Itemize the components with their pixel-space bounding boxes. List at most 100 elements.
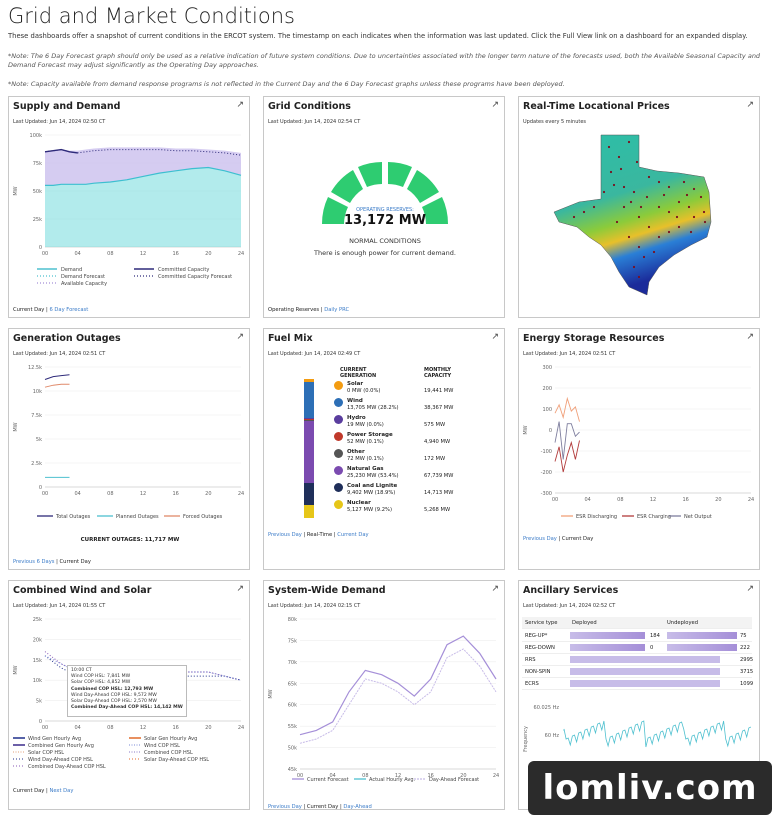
legend-planned-outages: Planned Outages bbox=[116, 514, 159, 520]
price-node-dot bbox=[667, 185, 671, 189]
current-day-label: Current Day bbox=[561, 536, 594, 542]
supply-footer: Current Day | 6 Day Forecast bbox=[13, 307, 89, 313]
outage-series-line bbox=[44, 383, 70, 388]
storage-series-line bbox=[554, 396, 580, 422]
legend-combined-cop: Combined COP HSL bbox=[144, 750, 193, 756]
y-tick-label: 100 bbox=[542, 407, 552, 413]
y-axis-label: MW bbox=[523, 425, 529, 434]
fuel-mix-card: Fuel Mix ↗ Last Updated: Jun 14, 2024 02… bbox=[263, 328, 505, 570]
outages-chart: 12.5k 10k 7.5k 5k 2.5k 000 04 08 12 16 20 24 MW bbox=[13, 365, 244, 497]
external-link-icon[interactable]: ↗ bbox=[236, 100, 244, 110]
page-title: Grid and Market Conditions bbox=[8, 4, 295, 28]
legend-solar-cop: Solar COP HSL bbox=[28, 750, 64, 756]
price-node-dot bbox=[607, 145, 611, 149]
fuel-generation: 0 MW (0.0%) bbox=[347, 388, 381, 394]
previous-day-link[interactable]: Previous Day bbox=[523, 536, 557, 542]
daily-prc-link[interactable]: Daily PRC bbox=[324, 307, 350, 313]
price-node-dot bbox=[632, 265, 636, 269]
card-title: Supply and Demand bbox=[13, 101, 121, 112]
solar-icon bbox=[334, 381, 343, 390]
external-link-icon[interactable]: ↗ bbox=[491, 100, 499, 110]
storage-series-line bbox=[554, 440, 580, 473]
x-tick-label: 04 bbox=[329, 773, 335, 779]
fuel-name: Other bbox=[347, 449, 365, 455]
next-day-link[interactable]: Next Day bbox=[49, 788, 74, 794]
price-node-dot bbox=[627, 235, 631, 239]
y-tick-label: -100 bbox=[541, 449, 552, 455]
legend-available: Available Capacity bbox=[61, 281, 107, 287]
x-tick-label: 12 bbox=[140, 251, 146, 257]
external-link-icon[interactable]: ↗ bbox=[746, 100, 754, 110]
y-tick-label: 0 bbox=[39, 485, 42, 491]
frequency-tick: 60 Hz bbox=[545, 733, 560, 739]
price-node-dot bbox=[619, 167, 623, 171]
card-title: Ancillary Services bbox=[523, 585, 619, 596]
y-axis-label: MW bbox=[268, 689, 274, 698]
y-tick-label: 0 bbox=[39, 245, 42, 251]
current-day-label: Current Day bbox=[13, 307, 45, 313]
external-link-icon[interactable]: ↗ bbox=[746, 584, 754, 594]
external-link-icon[interactable]: ↗ bbox=[491, 332, 499, 342]
y-tick-label: 75k bbox=[33, 161, 42, 167]
fuel-name: Nuclear bbox=[347, 500, 371, 506]
y-tick-label: 5k bbox=[36, 437, 42, 443]
fuel-generation: 72 MW (0.1%) bbox=[347, 456, 384, 462]
fuel-name: Coal and Lignite bbox=[347, 483, 398, 489]
monthly-capacity-header: MONTHLY CAPACITY bbox=[424, 367, 452, 379]
y-tick-label: 7.5k bbox=[31, 413, 42, 419]
ancillary-header: Service type Deployed Undeployed bbox=[522, 617, 752, 629]
undeployed-value: 1099 bbox=[740, 681, 754, 687]
external-link-icon[interactable]: ↗ bbox=[746, 332, 754, 342]
legend-esr-charging: ESR Charging bbox=[637, 514, 671, 520]
texas-price-map[interactable] bbox=[519, 127, 761, 307]
x-tick-label: 00 bbox=[42, 251, 48, 257]
y-tick-label: 100k bbox=[30, 133, 43, 139]
current-day-link[interactable]: Current Day bbox=[337, 532, 369, 538]
x-tick-label: 24 bbox=[238, 251, 244, 257]
y-tick-label: 12.5k bbox=[28, 365, 42, 371]
x-tick-label: 08 bbox=[107, 491, 113, 497]
chart-tooltip: 10:00 CT Wind COP HSL: 7,841 MW Solar CO… bbox=[67, 665, 187, 717]
y-tick-label: 20k bbox=[33, 637, 42, 643]
y-tick-label: 2.5k bbox=[31, 461, 42, 467]
external-link-icon[interactable]: ↗ bbox=[236, 332, 244, 342]
x-tick-label: 20 bbox=[460, 773, 466, 779]
ancillary-row: REG-DOWN 0 222 bbox=[522, 642, 752, 654]
previous-day-link[interactable]: Previous Day bbox=[268, 532, 302, 538]
legend-combined-da: Combined Day-Ahead COP HSL bbox=[28, 764, 106, 770]
x-tick-label: 20 bbox=[205, 491, 211, 497]
price-node-dot bbox=[629, 200, 633, 204]
service-name: RRS bbox=[525, 657, 536, 663]
day-ahead-link[interactable]: Day-Ahead bbox=[343, 804, 372, 810]
frequency-axis-label: Frequency bbox=[523, 726, 529, 752]
storage-footer: Previous Day | Current Day bbox=[523, 536, 594, 542]
x-tick-label: 24 bbox=[748, 497, 754, 503]
current-day-label: Current Day bbox=[13, 788, 45, 794]
legend-wind-cop: Wind COP HSL bbox=[144, 743, 180, 749]
x-tick-label: 08 bbox=[617, 497, 623, 503]
ancillary-row: RRS 2995 bbox=[522, 654, 753, 666]
legend-combined-gen: Combined Gen Hourly Avg bbox=[28, 743, 94, 749]
operating-reserves-label[interactable]: Operating Reserves bbox=[268, 307, 320, 313]
fuel-capacity: 19,441 MW bbox=[424, 388, 454, 394]
y-tick-label: 45k bbox=[288, 767, 297, 773]
price-node-dot bbox=[699, 195, 703, 199]
six-day-forecast-link[interactable]: 6 Day Forecast bbox=[49, 307, 89, 313]
last-updated: Last Updated: Jun 14, 2024 02:50 CT bbox=[13, 119, 106, 125]
price-node-dot bbox=[652, 250, 656, 254]
card-title: Generation Outages bbox=[13, 333, 121, 344]
fuel-name: Wind bbox=[347, 398, 363, 404]
fuel-generation: 9,402 MW (18.9%) bbox=[347, 490, 396, 496]
external-link-icon[interactable]: ↗ bbox=[236, 584, 244, 594]
fuel-capacity: 38,367 MW bbox=[424, 405, 454, 411]
fuel-generation: 25,230 MW (53.4%) bbox=[347, 473, 399, 479]
legend-wind-gen: Wind Gen Hourly Avg bbox=[28, 736, 81, 742]
frequency-line bbox=[563, 720, 752, 748]
y-tick-label: 75k bbox=[288, 638, 297, 644]
previous-day-link[interactable]: Previous Day bbox=[268, 804, 302, 810]
external-link-icon[interactable]: ↗ bbox=[491, 584, 499, 594]
previous-6-days-link[interactable]: Previous 6 Days bbox=[13, 559, 55, 565]
price-node-dot bbox=[572, 215, 576, 219]
